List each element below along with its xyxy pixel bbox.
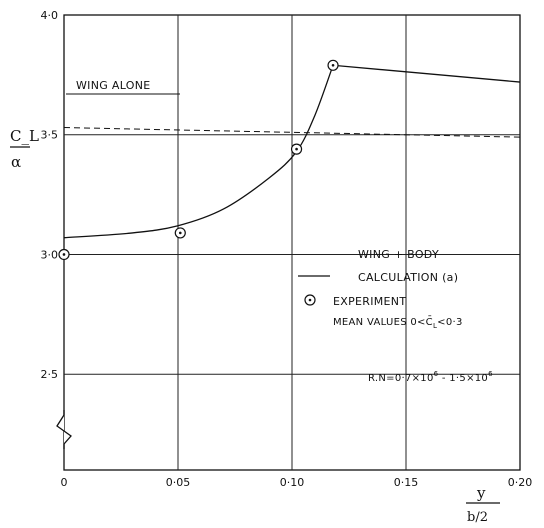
experiment-point-dot [331, 63, 335, 67]
y-axis-label-top: C_L [10, 127, 39, 145]
experiment-point-dot [62, 253, 66, 256]
x-tick-label: 0·05 [166, 476, 191, 489]
legend-exp-marker-dot [308, 298, 312, 302]
wing-alone-line [63, 127, 521, 138]
experiment-point-dot [295, 147, 298, 151]
legend-exp-label: EXPERIMENT [333, 295, 406, 308]
legend-title: WING + BODY [358, 248, 439, 261]
x-tick-label: 0·20 [508, 476, 533, 489]
experiment-point-dot [178, 231, 182, 235]
x-tick-label: 0 [61, 476, 68, 489]
wing-alone-label: WING ALONE [76, 79, 150, 92]
reynolds-number-label: R.N=0·7×106 - 1·5×106 [368, 370, 493, 384]
x-axis-label-top: y [476, 484, 486, 502]
y-tick-label: 4·0 [41, 9, 59, 22]
y-tick-label: 3·5 [41, 129, 59, 142]
point-layer [58, 59, 339, 261]
x-tick-label: 0·15 [394, 476, 419, 489]
legend-mean-label: MEAN VALUES 0<C̄L<0·3 [333, 315, 463, 330]
legend-exp-marker [304, 294, 316, 306]
calculation-curve [63, 64, 521, 239]
x-axis-label-bottom: b/2 [467, 510, 488, 525]
legend-calc-label: CALCULATION (a) [358, 271, 458, 284]
y-tick-label: 2·5 [41, 368, 59, 381]
grid-layer [63, 14, 521, 471]
y-axis-label-bottom: α [11, 153, 21, 171]
tick-layer: 0 0·05 0·10 0·15 0·20 2·5 3·0 3·5 4·0 [41, 9, 533, 489]
axis-break-zigzag [56, 410, 72, 449]
y-tick-label: 3·0 [41, 248, 59, 261]
x-tick-label: 0·10 [280, 476, 305, 489]
curve-layer [63, 64, 521, 239]
